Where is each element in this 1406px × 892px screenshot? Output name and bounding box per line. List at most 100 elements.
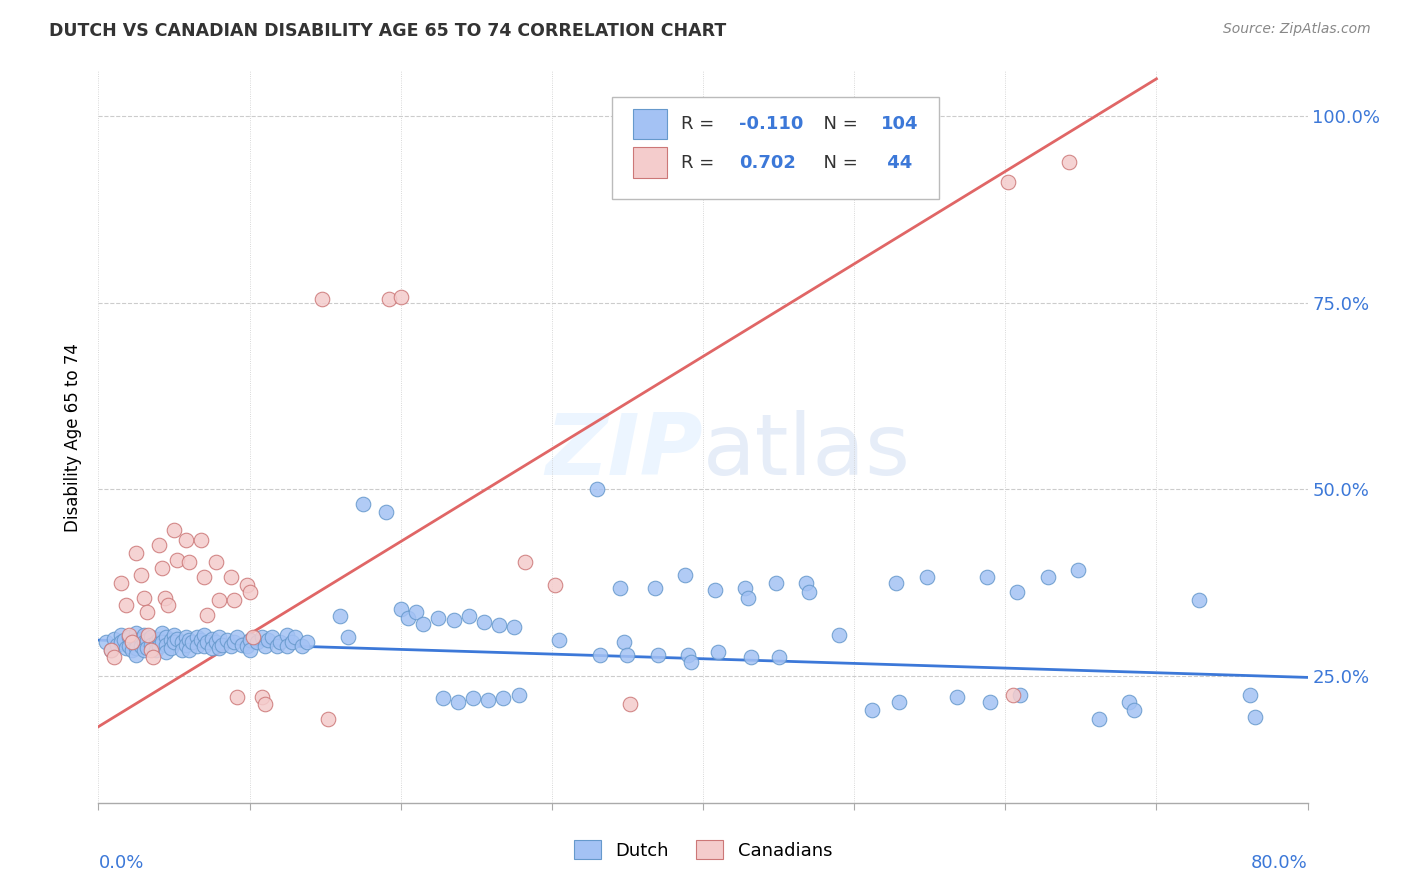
Point <box>110 575 132 590</box>
Point <box>148 538 170 552</box>
Point <box>179 642 201 657</box>
Point <box>619 698 641 712</box>
Point <box>765 575 787 590</box>
Point <box>160 640 183 655</box>
Point <box>195 607 218 622</box>
Point <box>141 642 163 657</box>
Point <box>150 625 173 640</box>
Point <box>860 702 883 716</box>
Point <box>170 635 193 649</box>
Point <box>276 639 298 653</box>
Text: 80.0%: 80.0% <box>1251 854 1308 872</box>
Point <box>231 638 253 652</box>
Point <box>976 570 998 584</box>
Point <box>1239 688 1261 702</box>
Point <box>163 635 186 649</box>
Text: 44: 44 <box>880 153 912 172</box>
Point <box>374 505 396 519</box>
Point <box>150 635 173 649</box>
Point <box>221 570 243 584</box>
Point <box>181 635 204 649</box>
Point <box>121 635 143 649</box>
Point <box>997 175 1019 189</box>
Text: R =: R = <box>682 153 720 172</box>
Point <box>155 630 177 644</box>
Point <box>396 610 419 624</box>
Point <box>205 635 228 649</box>
Point <box>797 585 820 599</box>
Point <box>432 691 454 706</box>
Point <box>915 570 938 584</box>
Point <box>734 581 756 595</box>
Point <box>166 632 188 646</box>
Text: R =: R = <box>682 115 720 133</box>
Text: 104: 104 <box>880 115 918 133</box>
Point <box>235 639 257 653</box>
Point <box>141 630 163 644</box>
Point <box>889 695 911 709</box>
Point <box>256 633 278 648</box>
Text: Source: ZipAtlas.com: Source: ZipAtlas.com <box>1223 22 1371 37</box>
Point <box>208 592 231 607</box>
Point <box>644 581 666 595</box>
Point <box>193 570 215 584</box>
Point <box>190 633 212 648</box>
Point <box>1243 710 1265 724</box>
Point <box>513 556 536 570</box>
Point <box>427 610 450 624</box>
Point <box>195 635 218 649</box>
FancyBboxPatch shape <box>633 109 666 139</box>
Point <box>100 642 122 657</box>
Point <box>211 638 233 652</box>
Text: ZIP: ZIP <box>546 410 703 493</box>
Point <box>121 642 143 657</box>
Point <box>253 639 276 653</box>
Point <box>224 592 246 607</box>
Point <box>94 635 117 649</box>
Text: atlas: atlas <box>703 410 911 493</box>
Point <box>794 575 817 590</box>
Point <box>170 642 193 657</box>
Point <box>174 630 197 644</box>
Point <box>544 578 567 592</box>
Point <box>412 616 434 631</box>
Point <box>609 581 631 595</box>
Point <box>186 639 208 653</box>
Point <box>221 639 243 653</box>
Point <box>135 606 157 620</box>
Point <box>145 642 167 657</box>
Point <box>508 688 530 702</box>
Point <box>676 648 699 662</box>
Point <box>405 606 427 620</box>
Point <box>250 690 273 704</box>
Point <box>886 575 908 590</box>
Point <box>262 630 284 644</box>
Point <box>946 690 969 704</box>
Point <box>246 635 269 649</box>
Point <box>205 556 228 570</box>
Point <box>190 533 212 547</box>
Point <box>329 609 352 624</box>
Point <box>166 553 188 567</box>
Point <box>253 698 276 712</box>
Point <box>281 635 304 649</box>
Point <box>704 583 727 598</box>
Point <box>155 645 177 659</box>
Point <box>145 635 167 649</box>
Point <box>179 633 201 648</box>
FancyBboxPatch shape <box>613 97 939 200</box>
Point <box>613 635 636 649</box>
Point <box>707 645 730 659</box>
Point <box>1001 688 1024 702</box>
Point <box>118 639 141 653</box>
Point <box>114 640 136 655</box>
Point <box>125 625 148 640</box>
Point <box>1057 155 1080 169</box>
Point <box>336 630 359 644</box>
Point <box>118 628 141 642</box>
Point <box>1067 563 1090 577</box>
Text: 0.0%: 0.0% <box>98 854 143 872</box>
Point <box>125 546 148 560</box>
Point <box>142 650 165 665</box>
Text: N =: N = <box>811 153 863 172</box>
